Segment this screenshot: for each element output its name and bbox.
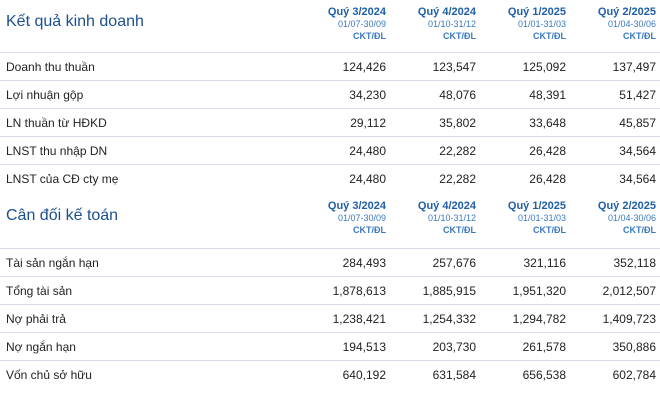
row-label: Vốn chủ sở hữu [6, 367, 92, 382]
row-value: 35,802 [439, 115, 476, 130]
period-quarter[interactable]: Quý 4/2024 [417, 6, 476, 18]
row-value: 124,426 [342, 59, 386, 74]
period-range: 01/01-31/03 [517, 19, 566, 29]
row-value: 1,951,320 [512, 283, 566, 298]
row-value: 656,538 [522, 367, 566, 382]
period-range: 01/01-31/03 [517, 213, 566, 223]
row-value: 34,564 [619, 143, 656, 158]
row-label: LN thuần từ HĐKD [6, 115, 107, 130]
period-header-q2-2025[interactable]: Quý 2/2025 01/04-30/06 CKT/ĐL [570, 200, 660, 236]
row-value: 48,391 [529, 87, 566, 102]
row-label: Doanh thu thuần [6, 59, 95, 74]
period-header-q3-2024[interactable]: Quý 3/2024 01/07-30/09 CKT/ĐL [300, 200, 390, 236]
period-unit: CKT/ĐL [353, 225, 386, 235]
row-value: 261,578 [522, 339, 566, 354]
row-value: 1,885,915 [422, 283, 476, 298]
balance-sheet-section: Cân đối kế toán Quý 3/2024 01/07-30/09 C… [0, 192, 660, 388]
table-row: Doanh thu thuần 124,426 123,547 125,092 … [0, 52, 660, 80]
table-row: LN thuần từ HĐKD 29,112 35,802 33,648 45… [0, 108, 660, 136]
period-header-q2-2025[interactable]: Quý 2/2025 01/04-30/06 CKT/ĐL [570, 6, 660, 42]
balance-title: Cân đối kế toán [6, 207, 119, 224]
period-header-q1-2025[interactable]: Quý 1/2025 01/01-31/03 CKT/ĐL [480, 200, 570, 236]
row-value: 24,480 [349, 143, 386, 158]
row-value: 137,497 [612, 59, 656, 74]
period-quarter[interactable]: Quý 1/2025 [507, 6, 566, 18]
period-range: 01/10-31/12 [427, 19, 476, 29]
table-row: Nợ phải trả 1,238,421 1,254,332 1,294,78… [0, 304, 660, 332]
row-value: 1,254,332 [422, 311, 476, 326]
balance-header: Cân đối kế toán Quý 3/2024 01/07-30/09 C… [0, 192, 660, 248]
row-value: 22,282 [439, 143, 476, 158]
period-range: 01/04-30/06 [607, 213, 656, 223]
row-value: 2,012,507 [602, 283, 656, 298]
row-value: 51,427 [619, 87, 656, 102]
period-unit: CKT/ĐL [353, 31, 386, 41]
period-unit: CKT/ĐL [443, 31, 476, 41]
period-unit: CKT/ĐL [623, 225, 656, 235]
period-quarter[interactable]: Quý 2/2025 [597, 6, 656, 18]
row-value: 33,648 [529, 115, 566, 130]
table-row: Vốn chủ sở hữu 640,192 631,584 656,538 6… [0, 360, 660, 388]
row-value: 257,676 [432, 255, 476, 270]
table-row: Nợ ngắn hạn 194,513 203,730 261,578 350,… [0, 332, 660, 360]
row-label: LNST của CĐ cty mẹ [6, 171, 119, 186]
row-label: Tài sản ngắn hạn [6, 255, 99, 270]
row-value: 22,282 [439, 171, 476, 186]
income-header: Kết quả kinh doanh Quý 3/2024 01/07-30/0… [0, 0, 660, 52]
period-header-q3-2024[interactable]: Quý 3/2024 01/07-30/09 CKT/ĐL [300, 6, 390, 42]
row-value: 125,092 [522, 59, 566, 74]
period-quarter[interactable]: Quý 3/2024 [327, 200, 386, 212]
period-unit: CKT/ĐL [533, 31, 566, 41]
period-range: 01/07-30/09 [337, 213, 386, 223]
row-value: 45,857 [619, 115, 656, 130]
row-value: 34,230 [349, 87, 386, 102]
row-label: Lợi nhuận gộp [6, 87, 84, 102]
row-label: Nợ phải trả [6, 311, 66, 326]
period-range: 01/10-31/12 [427, 213, 476, 223]
period-unit: CKT/ĐL [533, 225, 566, 235]
period-header-q4-2024[interactable]: Quý 4/2024 01/10-31/12 CKT/ĐL [390, 6, 480, 42]
row-value: 352,118 [613, 255, 657, 270]
row-value: 203,730 [432, 339, 476, 354]
row-value: 1,294,782 [512, 311, 566, 326]
table-row: LNST thu nhập DN 24,480 22,282 26,428 34… [0, 136, 660, 164]
row-value: 602,784 [612, 367, 656, 382]
row-value: 48,076 [439, 87, 476, 102]
row-value: 34,564 [619, 171, 656, 186]
period-quarter[interactable]: Quý 2/2025 [597, 200, 656, 212]
period-range: 01/04-30/06 [607, 19, 656, 29]
row-value: 24,480 [349, 171, 386, 186]
row-label: LNST thu nhập DN [6, 143, 108, 158]
row-value: 29,112 [350, 115, 386, 130]
period-quarter[interactable]: Quý 3/2024 [327, 6, 386, 18]
table-row: Tài sản ngắn hạn 284,493 257,676 321,116… [0, 248, 660, 276]
row-value: 26,428 [529, 171, 566, 186]
period-quarter[interactable]: Quý 1/2025 [507, 200, 566, 212]
row-label: Nợ ngắn hạn [6, 339, 76, 354]
row-value: 284,493 [342, 255, 386, 270]
period-quarter[interactable]: Quý 4/2024 [417, 200, 476, 212]
row-value: 321,116 [523, 255, 567, 270]
row-value: 640,192 [342, 367, 386, 382]
income-statement-section: Kết quả kinh doanh Quý 3/2024 01/07-30/0… [0, 0, 660, 192]
row-label: Tổng tài sản [6, 283, 73, 298]
row-value: 1,238,421 [332, 311, 386, 326]
table-row: Lợi nhuận gộp 34,230 48,076 48,391 51,42… [0, 80, 660, 108]
table-row: LNST của CĐ cty mẹ 24,480 22,282 26,428 … [0, 164, 660, 192]
period-unit: CKT/ĐL [443, 225, 476, 235]
row-value: 123,547 [432, 59, 476, 74]
period-header-q1-2025[interactable]: Quý 1/2025 01/01-31/03 CKT/ĐL [480, 6, 570, 42]
row-value: 350,886 [612, 339, 656, 354]
period-range: 01/07-30/09 [337, 19, 386, 29]
income-title: Kết quả kinh doanh [6, 13, 144, 30]
row-value: 194,513 [342, 339, 386, 354]
row-value: 631,584 [432, 367, 476, 382]
table-row: Tổng tài sản 1,878,613 1,885,915 1,951,3… [0, 276, 660, 304]
period-header-q4-2024[interactable]: Quý 4/2024 01/10-31/12 CKT/ĐL [390, 200, 480, 236]
row-value: 26,428 [529, 143, 566, 158]
row-value: 1,878,613 [332, 283, 386, 298]
row-value: 1,409,723 [602, 311, 656, 326]
period-unit: CKT/ĐL [623, 31, 656, 41]
